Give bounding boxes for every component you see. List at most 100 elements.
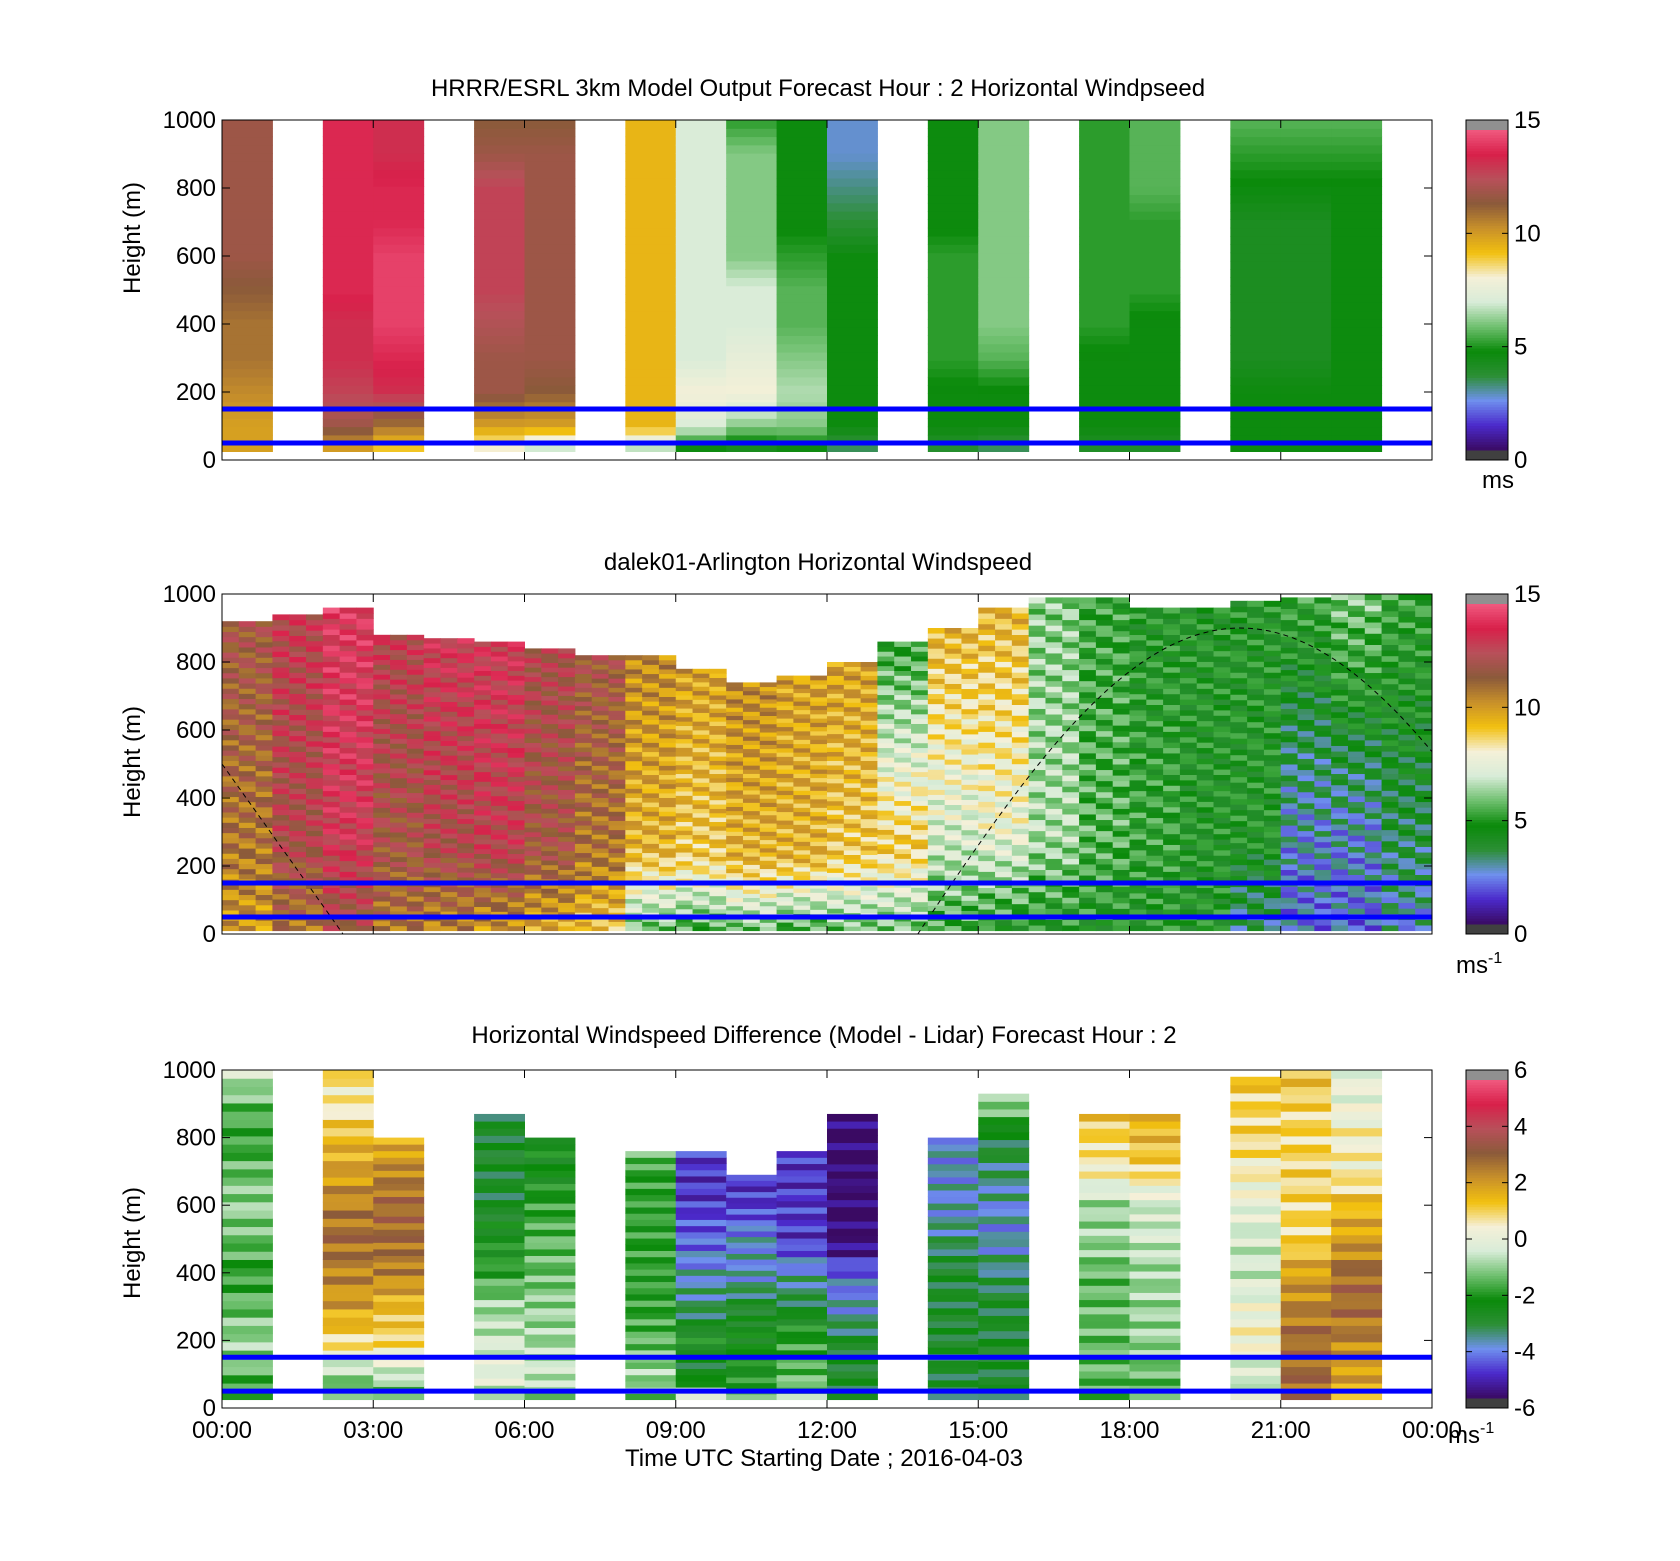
lidar-cell <box>608 710 626 716</box>
lidar-cell <box>440 872 458 878</box>
model-cell <box>474 327 525 336</box>
model-cell <box>1129 178 1181 187</box>
lidar-cell <box>995 618 1013 625</box>
lidar-cell <box>1263 787 1282 794</box>
lidar-cell <box>1112 841 1130 848</box>
lidar-cell <box>541 869 559 875</box>
lidar-cell <box>675 786 694 792</box>
lidar-cell <box>658 691 677 698</box>
model-cell <box>827 434 878 444</box>
lidar-cell <box>1247 798 1265 805</box>
lidar-cell <box>406 851 425 858</box>
lidar-cell <box>759 806 778 812</box>
lidar-cell <box>390 644 408 651</box>
model-cell <box>675 285 727 295</box>
model-cell <box>1079 393 1130 403</box>
model-cell <box>978 443 1030 452</box>
lidar-cell <box>1280 764 1299 771</box>
colorbar-segment <box>1466 300 1508 304</box>
lidar-cell <box>1331 644 1349 651</box>
lidar-cell <box>222 652 240 658</box>
lidar-cell <box>810 922 828 927</box>
lidar-cell <box>894 800 912 806</box>
colorbar-segment <box>1466 196 1508 200</box>
lidar-cell <box>1297 619 1315 626</box>
lidar-cell <box>1347 846 1366 853</box>
lidar-cell <box>1314 819 1332 826</box>
model-cell <box>1079 376 1130 386</box>
colorbar-segment <box>1466 335 1508 339</box>
lidar-cell <box>742 893 761 899</box>
lidar-cell <box>1297 875 1315 882</box>
lidar-cell <box>793 905 811 910</box>
lidar-cell <box>995 629 1013 636</box>
lidar-cell <box>894 704 912 710</box>
lidar-cell <box>675 716 694 722</box>
lidar-cell <box>894 689 912 696</box>
lidar-cell <box>1011 779 1030 786</box>
lidar-cell <box>1079 897 1097 904</box>
lidar-cell <box>390 866 408 872</box>
lidar-cell <box>608 664 626 670</box>
lidar-cell <box>843 764 862 770</box>
colorbar-segment <box>1466 138 1508 142</box>
lidar-cell <box>692 825 710 831</box>
lidar-cell <box>894 665 912 671</box>
lidar-cell <box>1347 801 1366 808</box>
lidar-cell <box>1196 849 1215 856</box>
model-cell <box>222 393 273 403</box>
lidar-cell <box>558 676 576 682</box>
model-cell <box>474 302 525 312</box>
lidar-cell <box>423 652 441 659</box>
lidar-cell <box>995 855 1013 862</box>
lidar-cell <box>1129 790 1147 797</box>
lidar-cell <box>390 812 408 818</box>
lidar-cell <box>642 751 660 757</box>
lidar-cell <box>894 781 912 787</box>
lidar-cell <box>1347 896 1366 904</box>
model-cell <box>373 310 425 320</box>
model-cell <box>827 120 878 129</box>
lidar-cell <box>507 675 525 681</box>
model-cell <box>373 335 425 345</box>
lidar-cell <box>860 715 878 721</box>
lidar-cell <box>675 777 694 783</box>
lidar-cell <box>1163 742 1181 749</box>
lidar-cell <box>776 718 794 723</box>
lidar-cell <box>978 903 996 910</box>
model-cell <box>1280 144 1332 154</box>
lidar-cell <box>339 887 357 894</box>
lidar-cell <box>776 866 794 872</box>
model-panel: HRRR/ESRL 3km Model Output Forecast Hour… <box>119 75 1541 494</box>
lidar-cell <box>608 907 626 913</box>
lidar-cell <box>675 742 694 748</box>
lidar-cell <box>827 702 845 708</box>
lidar-cell <box>1079 825 1097 832</box>
lidar-cell <box>1347 835 1366 842</box>
lidar-cell <box>927 854 946 861</box>
lidar-cell <box>255 698 273 705</box>
lidar-cell <box>709 764 727 770</box>
model-cell <box>675 277 727 287</box>
lidar-cell <box>810 828 828 834</box>
lidar-cell <box>1129 925 1147 932</box>
lidar-cell <box>911 752 929 758</box>
model-cell <box>1129 285 1181 295</box>
lidar-cell <box>709 825 727 831</box>
lidar-cell <box>742 715 761 721</box>
model-cell <box>1129 211 1181 220</box>
lidar-cell <box>423 691 441 698</box>
lidar-cell <box>322 742 341 749</box>
lidar-cell <box>490 790 509 797</box>
lidar-cell <box>776 709 794 715</box>
lidar-cell <box>1011 688 1030 695</box>
lidar-cell <box>742 918 761 923</box>
lidar-cell <box>1263 793 1282 800</box>
lidar-cell <box>911 680 929 686</box>
lidar-cell <box>911 819 929 826</box>
lidar-cell <box>1196 666 1215 673</box>
lidar-cell <box>1112 686 1130 693</box>
lidar-cell <box>894 699 912 705</box>
lidar-cell <box>1095 786 1114 793</box>
lidar-cell <box>843 841 862 847</box>
